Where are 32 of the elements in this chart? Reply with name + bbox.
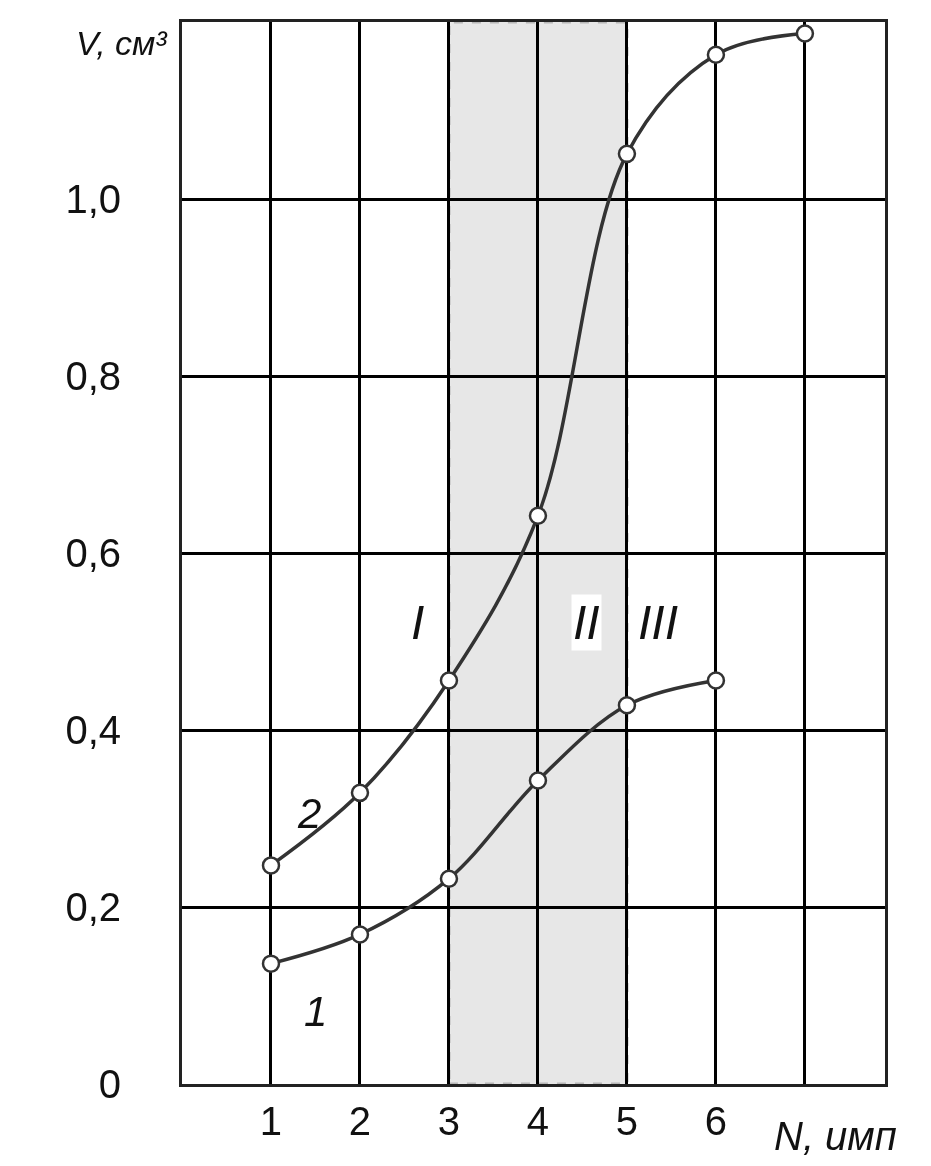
- point: [795, 24, 815, 43]
- x-tick-label: 3: [437, 1099, 461, 1143]
- y-tick-label: 0,2: [65, 885, 121, 929]
- point: [261, 856, 281, 875]
- y-tick-label: 1,0: [65, 177, 121, 221]
- point: [706, 671, 726, 690]
- series-label: 2: [297, 790, 322, 837]
- point: [439, 671, 459, 690]
- annotation: I: [411, 596, 425, 649]
- annotation: II: [573, 596, 600, 649]
- annotation: III: [638, 596, 679, 649]
- x-tick-label: 1: [259, 1099, 283, 1143]
- x-tick-label: 2: [348, 1099, 372, 1143]
- x-tick-label: 4: [526, 1099, 550, 1143]
- y-tick-label: 0: [98, 1062, 121, 1106]
- point: [350, 783, 370, 803]
- x-tick-label: 6: [704, 1099, 728, 1143]
- x-tick-label: 5: [615, 1099, 639, 1143]
- point: [261, 954, 281, 973]
- point: [528, 506, 548, 526]
- point: [706, 45, 726, 64]
- x-axis-title: N, имп: [774, 1114, 897, 1158]
- point: [617, 144, 637, 164]
- y-tick-label: 0,6: [65, 531, 121, 575]
- y-axis-title: V, см³: [76, 24, 169, 62]
- point: [617, 695, 637, 715]
- point: [350, 925, 370, 944]
- series-label: 1: [304, 988, 328, 1035]
- point: [439, 869, 459, 888]
- y-tick-label: 0,4: [65, 708, 121, 752]
- y-tick-label: 0,8: [65, 354, 121, 398]
- point: [528, 771, 548, 790]
